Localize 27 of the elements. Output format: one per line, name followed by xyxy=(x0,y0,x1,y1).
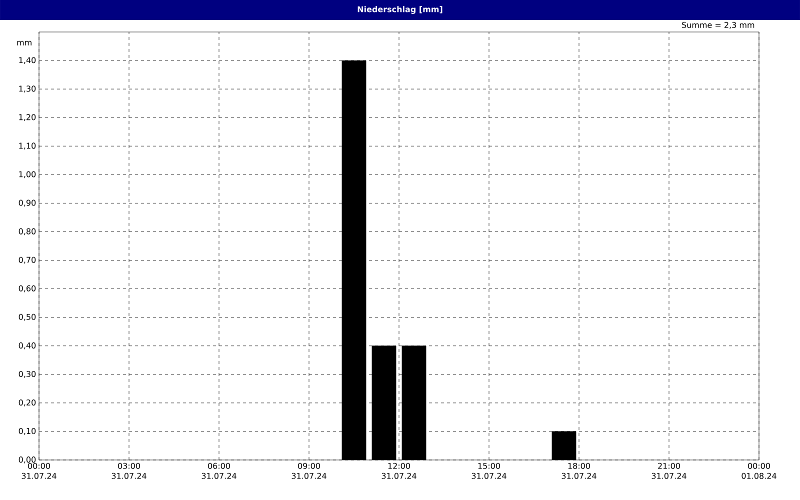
y-tick-label: 0,30 xyxy=(18,370,36,378)
y-tick-label: 1,00 xyxy=(19,171,36,178)
chart-title: Niederschlag [mm] xyxy=(358,6,442,14)
x-tick-label: 03:00 31.07.24 xyxy=(112,462,146,479)
y-tick-label: 1,40 xyxy=(19,57,36,64)
y-tick-label: 1,30 xyxy=(19,86,36,92)
y-tick-label: 0,20 xyxy=(18,399,36,406)
y-tick-label: 0,40 xyxy=(18,342,36,350)
x-tick-label: 15:00 31.07.24 xyxy=(472,462,506,479)
y-tick-label: 0,70 xyxy=(18,256,36,264)
x-tick-label: 00:00 31.07.24 xyxy=(22,462,56,479)
x-tick-label: 09:00 31.07.24 xyxy=(292,462,326,479)
x-tick-label: 18:00 31.07.24 xyxy=(562,462,596,479)
y-tick-label: 0,90 xyxy=(18,200,36,207)
text: Summe = 2,3 mm xyxy=(682,22,754,29)
x-tick-label: 21:00 31.07.24 xyxy=(652,462,686,479)
y-tick-label: 0,60 xyxy=(18,285,36,292)
x-tick-label: 00:00 01.08.24 xyxy=(742,462,776,479)
y-axis-title: mm xyxy=(17,40,32,46)
y-tick-label: 0,50 xyxy=(18,314,36,321)
x-tick-label: 12:00 31.07.24 xyxy=(382,462,416,479)
y-tick-label: 0,00 xyxy=(18,456,36,464)
y-tick-label: 1,10 xyxy=(19,142,36,150)
x-tick-label: 06:00 31.07.24 xyxy=(202,462,236,479)
y-tick-label: 1,20 xyxy=(19,114,36,122)
y-tick-label: 0,10 xyxy=(18,428,36,435)
y-tick-label: 0,80 xyxy=(18,228,36,236)
